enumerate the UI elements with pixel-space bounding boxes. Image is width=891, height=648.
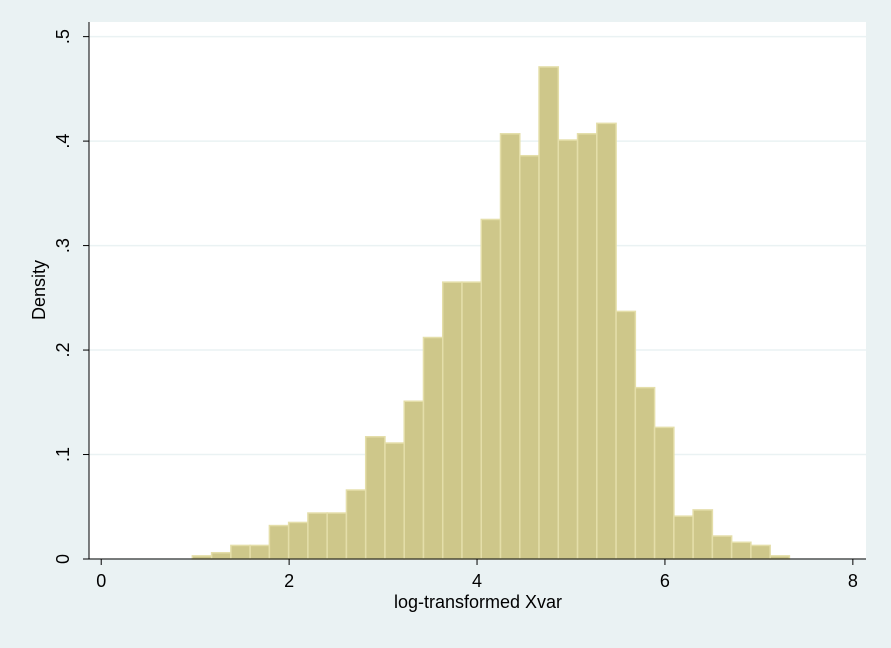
bar [730,541,752,560]
bar [441,281,463,560]
bar [345,489,367,560]
bar [557,139,579,560]
bar [499,133,521,560]
bar [249,544,271,560]
y-tick-label: .5 [53,29,73,44]
x-axis-title: log-transformed Xvar [394,592,562,612]
y-axis-title: Density [29,260,49,320]
bar [711,535,733,560]
bar [653,426,675,560]
x-tick-label: 4 [472,571,482,591]
bar [307,512,328,560]
bar [422,336,444,560]
y-tick-label: .4 [53,134,73,149]
x-tick-label: 0 [96,571,106,591]
bar [519,154,540,560]
x-tick-label: 8 [848,571,858,591]
y-tick-label: .1 [53,447,73,462]
bar [326,512,348,560]
bar [210,551,232,560]
bar [750,544,771,560]
bar [480,218,502,560]
bar [364,436,386,560]
bar [287,521,309,560]
bar [538,66,560,560]
y-tick-label: 0 [53,554,73,564]
y-tick-label: .2 [53,343,73,358]
bar [692,509,714,560]
bar [596,122,617,560]
bar [673,515,694,560]
bar [461,281,483,560]
bar [230,544,251,560]
bar [634,386,656,560]
bar [403,400,425,560]
x-tick-label: 6 [660,571,670,591]
bar [384,442,405,560]
bar [576,133,598,560]
bar [615,310,637,560]
x-tick-label: 2 [284,571,294,591]
y-tick-label: .3 [53,238,73,253]
bar [268,524,290,560]
